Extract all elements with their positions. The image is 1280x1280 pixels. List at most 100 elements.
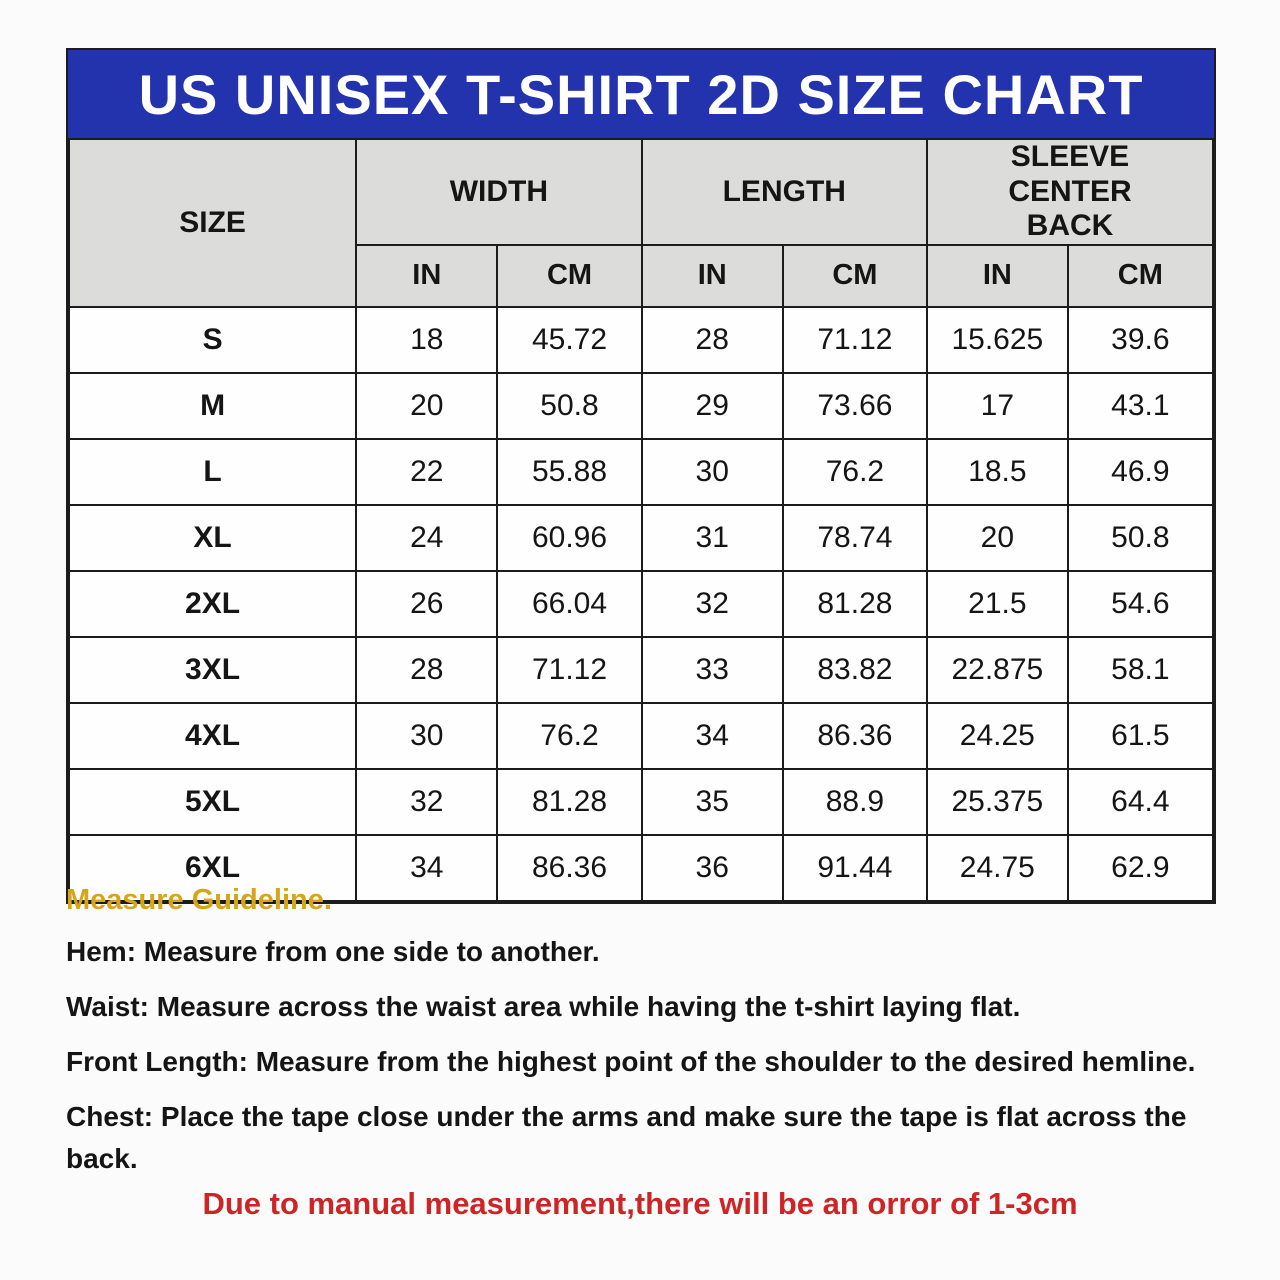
width-in-value: 18 — [355, 305, 499, 374]
width-in-value: 28 — [355, 635, 499, 704]
size-table: SIZE WIDTH LENGTH SLEEVE CENTER BACK IN … — [67, 138, 1215, 902]
length-in-value: 34 — [640, 701, 784, 770]
length-cm-header: CM — [781, 243, 928, 308]
size-label: S — [67, 305, 358, 374]
width-in-value: 20 — [355, 371, 499, 440]
sleeve-cm-value: 62.9 — [1066, 833, 1215, 902]
length-in-value: 30 — [640, 437, 784, 506]
size-table-body: S 18 45.72 28 71.12 15.625 39.6 M 20 50.… — [67, 305, 1215, 902]
width-cm-value: 71.12 — [496, 635, 643, 704]
length-in-value: 36 — [640, 833, 784, 902]
table-row-3xl: 3XL 28 71.12 33 83.82 22.875 58.1 — [67, 635, 1215, 704]
sleeve-cm-value: 46.9 — [1066, 437, 1215, 506]
length-cm-value: 78.74 — [781, 503, 928, 572]
width-cm-value: 45.72 — [496, 305, 643, 374]
table-row-6xl: 6XL 34 86.36 36 91.44 24.75 62.9 — [67, 833, 1215, 902]
sleeve-in-header: IN — [925, 243, 1069, 308]
guideline-waist: Waist: Measure across the waist area whi… — [66, 986, 1216, 1028]
width-in-header: IN — [355, 243, 499, 308]
guideline-front-length-text: : Measure from the highest point of the … — [238, 1046, 1196, 1077]
length-cm-value: 88.9 — [781, 767, 928, 836]
length-in-value: 32 — [640, 569, 784, 638]
width-cm-value: 55.88 — [496, 437, 643, 506]
length-cm-value: 73.66 — [781, 371, 928, 440]
width-in-value: 26 — [355, 569, 499, 638]
width-cm-header: CM — [496, 243, 643, 308]
length-cm-value: 83.82 — [781, 635, 928, 704]
sleeve-in-value: 25.375 — [925, 767, 1069, 836]
guideline-chest-text: : Place the tape close under the arms an… — [66, 1101, 1187, 1174]
sleeve-cm-value: 58.1 — [1066, 635, 1215, 704]
length-cm-value: 81.28 — [781, 569, 928, 638]
width-in-value: 32 — [355, 767, 499, 836]
width-cm-value: 66.04 — [496, 569, 643, 638]
guideline-hem-text: : Measure from one side to another. — [126, 936, 600, 967]
sleeve-in-value: 24.75 — [925, 833, 1069, 902]
sleeve-cm-value: 61.5 — [1066, 701, 1215, 770]
guideline-waist-label: Waist — [66, 991, 140, 1022]
length-in-value: 31 — [640, 503, 784, 572]
measurement-error-note: Due to manual measurement,there will be … — [202, 1186, 1078, 1221]
column-header-length: LENGTH — [640, 138, 928, 246]
size-label: 5XL — [67, 767, 358, 836]
table-row-l: L 22 55.88 30 76.2 18.5 46.9 — [67, 437, 1215, 506]
length-cm-value: 71.12 — [781, 305, 928, 374]
sleeve-cm-value: 50.8 — [1066, 503, 1215, 572]
sleeve-in-value: 17 — [925, 371, 1069, 440]
width-in-value: 24 — [355, 503, 499, 572]
length-cm-value: 91.44 — [781, 833, 928, 902]
length-cm-value: 86.36 — [781, 701, 928, 770]
table-row-m: M 20 50.8 29 73.66 17 43.1 — [67, 371, 1215, 440]
width-cm-value: 60.96 — [496, 503, 643, 572]
size-table-header: SIZE WIDTH LENGTH SLEEVE CENTER BACK IN … — [67, 138, 1215, 308]
length-in-header: IN — [640, 243, 784, 308]
column-header-size: SIZE — [67, 138, 358, 308]
sleeve-in-value: 18.5 — [925, 437, 1069, 506]
length-cm-value: 76.2 — [781, 437, 928, 506]
guideline-hem: Hem: Measure from one side to another. — [66, 931, 1216, 973]
sleeve-in-value: 20 — [925, 503, 1069, 572]
table-row-s: S 18 45.72 28 71.12 15.625 39.6 — [67, 305, 1215, 374]
unit-header-row: IN CM IN CM IN CM — [69, 243, 1215, 308]
sleeve-in-value: 21.5 — [925, 569, 1069, 638]
length-in-value: 28 — [640, 305, 784, 374]
size-label: L — [67, 437, 358, 506]
chart-title-band: US UNISEX T-SHIRT 2D SIZE CHART — [68, 50, 1214, 138]
sleeve-in-value: 22.875 — [925, 635, 1069, 704]
width-in-value: 30 — [355, 701, 499, 770]
sleeve-cm-value: 64.4 — [1066, 767, 1215, 836]
width-cm-value: 50.8 — [496, 371, 643, 440]
size-chart: US UNISEX T-SHIRT 2D SIZE CHART SIZE WID… — [66, 48, 1216, 904]
width-in-value: 22 — [355, 437, 499, 506]
measure-guideline-heading: Measure Guideline. — [66, 884, 332, 916]
guideline-hem-label: Hem — [66, 936, 127, 967]
size-label: M — [67, 371, 358, 440]
width-cm-value: 81.28 — [496, 767, 643, 836]
size-label: 2XL — [67, 569, 358, 638]
sleeve-cm-value: 54.6 — [1066, 569, 1215, 638]
size-label: XL — [67, 503, 358, 572]
guideline-chest: Chest: Place the tape close under the ar… — [66, 1096, 1216, 1180]
guideline-waist-text: : Measure across the waist area while ha… — [139, 991, 1021, 1022]
table-row-5xl: 5XL 32 81.28 35 88.9 25.375 64.4 — [67, 767, 1215, 836]
column-header-width: WIDTH — [355, 138, 643, 246]
length-in-value: 29 — [640, 371, 784, 440]
width-cm-value: 76.2 — [496, 701, 643, 770]
width-in-value: 34 — [355, 833, 499, 902]
size-label: 6XL — [67, 833, 358, 902]
column-header-sleeve-center-back: SLEEVE CENTER BACK — [925, 138, 1215, 246]
chart-title: US UNISEX T-SHIRT 2D SIZE CHART — [138, 62, 1144, 126]
length-in-value: 35 — [640, 767, 784, 836]
width-cm-value: 86.36 — [496, 833, 643, 902]
sleeve-in-value: 24.25 — [925, 701, 1069, 770]
table-row-2xl: 2XL 26 66.04 32 81.28 21.5 54.6 — [67, 569, 1215, 638]
sleeve-in-value: 15.625 — [925, 305, 1069, 374]
guideline-chest-label: Chest — [66, 1101, 144, 1132]
length-in-value: 33 — [640, 635, 784, 704]
table-row-xl: XL 24 60.96 31 78.74 20 50.8 — [67, 503, 1215, 572]
group-header-row: SIZE WIDTH LENGTH SLEEVE CENTER BACK — [67, 138, 1215, 308]
size-label: 4XL — [67, 701, 358, 770]
sleeve-cm-value: 39.6 — [1066, 305, 1215, 374]
sleeve-cm-header: CM — [1066, 243, 1215, 308]
